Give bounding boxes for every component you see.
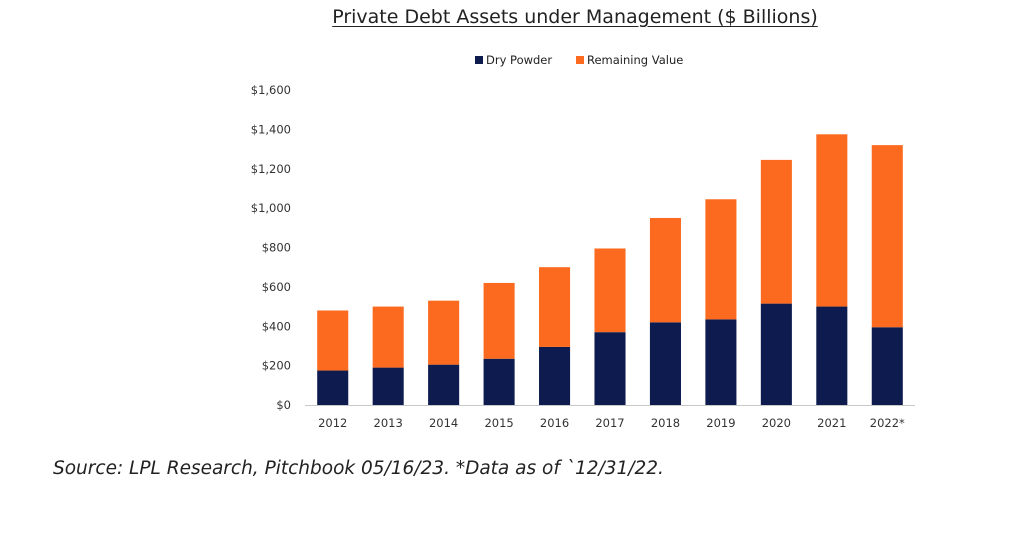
bar-dry-powder-2013 (372, 367, 404, 405)
y-tick-label: $0 (276, 398, 291, 412)
bar-dry-powder-2019 (705, 319, 737, 405)
y-tick-label: $800 (262, 241, 291, 255)
legend-label-remaining-value: Remaining Value (587, 53, 683, 67)
x-tick-label: 2020 (762, 416, 791, 430)
x-tick-label: 2012 (318, 416, 347, 430)
bar-remaining-value-2016 (539, 267, 571, 347)
bar-remaining-value-2018 (649, 217, 681, 323)
bar-dry-powder-2021 (816, 306, 848, 405)
chart-title: Private Debt Assets under Management ($ … (332, 6, 818, 28)
y-tick-label: $1,400 (251, 122, 291, 136)
y-tick-label: $200 (262, 359, 291, 373)
y-tick-label: $1,200 (251, 162, 291, 176)
bar-dry-powder-2022 (871, 327, 903, 405)
x-tick-label: 2021 (817, 416, 846, 430)
bar-dry-powder-2012 (317, 370, 349, 405)
x-tick-label: 2017 (595, 416, 624, 430)
legend: Dry Powder Remaining Value (475, 53, 683, 67)
legend-swatch-dry-powder (475, 56, 483, 64)
y-tick-label: $1,000 (251, 201, 291, 215)
bars (317, 134, 903, 405)
bar-remaining-value-2019 (705, 199, 737, 320)
y-tick-label: $400 (262, 319, 291, 333)
bar-remaining-value-2017 (594, 248, 626, 333)
x-tick-label: 2014 (429, 416, 458, 430)
legend-swatch-remaining-value (576, 56, 584, 64)
bar-remaining-value-2022 (871, 145, 903, 328)
x-axis: 2012 2013 2014 2015 2016 2017 2018 2019 2020 2021… (305, 405, 915, 430)
bar-remaining-value-2014 (428, 300, 460, 365)
bar-remaining-value-2015 (483, 282, 515, 359)
bar-remaining-value-2021 (816, 134, 848, 307)
bar-dry-powder-2015 (483, 358, 515, 405)
bar-dry-powder-2020 (760, 303, 792, 405)
y-tick-label: $600 (262, 280, 291, 294)
x-tick-label: 2022* (870, 416, 905, 430)
bar-dry-powder-2018 (649, 322, 681, 405)
x-tick-label: 2016 (540, 416, 569, 430)
bar-dry-powder-2017 (594, 332, 626, 405)
source-note: Source: LPL Research, Pitchbook 05/16/23… (53, 458, 664, 479)
x-tick-label: 2019 (706, 416, 735, 430)
bar-remaining-value-2020 (760, 159, 792, 304)
x-tick-label: 2018 (651, 416, 680, 430)
bar-dry-powder-2016 (539, 346, 571, 405)
bar-remaining-value-2013 (372, 306, 404, 368)
y-tick-label: $1,600 (251, 83, 291, 97)
x-tick-label: 2015 (484, 416, 513, 430)
y-axis: $0 $200 $400 $600 $800 $1,000 $1,200 $1,400 $1,6… (251, 83, 291, 412)
legend-label-dry-powder: Dry Powder (486, 53, 552, 67)
x-tick-label: 2013 (374, 416, 403, 430)
bar-dry-powder-2014 (428, 364, 460, 405)
bar-remaining-value-2012 (317, 310, 349, 371)
